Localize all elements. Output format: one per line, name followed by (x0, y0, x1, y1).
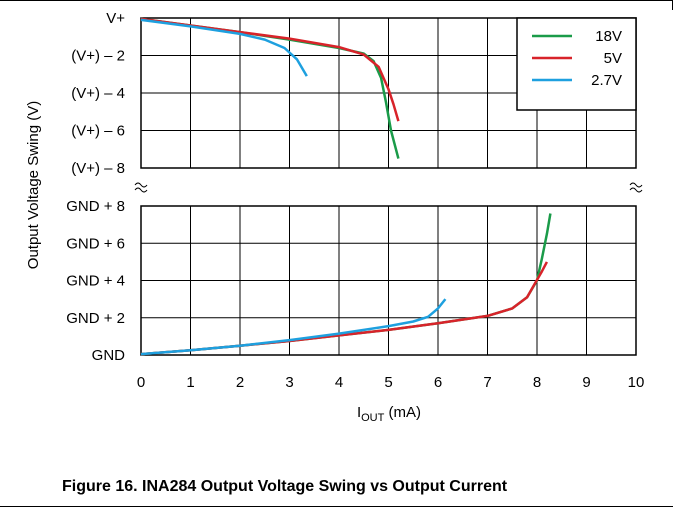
chart: V+ (V+) – 2 (V+) – 4 (V+) – 6 (V+) – 8 GND GND… (25, 10, 645, 424)
series-line-upper-2.7V (140, 18, 308, 77)
axis-break-mark (629, 182, 643, 188)
y-tick-label: V+ (106, 10, 125, 27)
x-tick-label: 6 (434, 374, 442, 391)
x-axis-label-main: I (357, 404, 361, 421)
x-tick-label: 8 (533, 374, 541, 391)
y-tick-labels: V+ (V+) – 2 (V+) – 4 (V+) – 6 (V+) – 8 GND GND… (66, 10, 125, 364)
x-tick-label: 4 (335, 374, 343, 391)
x-tick-label: 9 (582, 374, 590, 391)
y-tick-label: (V+) – 8 (71, 160, 125, 177)
y-axis-label: Output Voltage Swing (V) (25, 101, 42, 269)
top-border (0, 0, 673, 1)
x-tick-label: 0 (137, 374, 145, 391)
figure-caption: Figure 16. INA284 Output Voltage Swing v… (62, 478, 508, 495)
legend-label: 18V (595, 28, 622, 45)
legend-label: 2.7V (591, 72, 622, 89)
x-tick-label: 2 (236, 374, 244, 391)
y-tick-label: GND + 2 (66, 310, 125, 327)
y-tick-label: GND (92, 347, 126, 364)
y-tick-label: GND + 4 (66, 273, 125, 290)
legend-box (516, 17, 637, 111)
axis-break-mark (134, 187, 148, 193)
axis-break-mark (134, 182, 148, 188)
y-tick-label: (V+) – 4 (71, 85, 125, 102)
x-tick-label: 3 (285, 374, 293, 391)
x-axis-label: IOUT (mA) (357, 404, 421, 424)
x-tick-label: 1 (186, 374, 194, 391)
series-line-lower-2.7V (140, 298, 447, 356)
axis-break-mark (629, 187, 643, 193)
legend: 18V 5V 2.7V (516, 17, 637, 111)
y-tick-label: (V+) – 6 (71, 123, 125, 140)
bottom-border (0, 506, 673, 507)
y-tick-label: (V+) – 2 (71, 48, 125, 65)
x-axis-label-unit: (mA) (384, 404, 421, 421)
y-tick-label: GND + 6 (66, 235, 125, 252)
plot-frame-lower (140, 205, 637, 356)
x-tick-label: 5 (384, 374, 392, 391)
x-tick-labels: 0 1 2 3 4 5 6 7 8 9 10 (137, 374, 645, 391)
x-axis-label-sub: OUT (361, 412, 385, 424)
x-tick-label: 10 (628, 374, 645, 391)
series-lines (140, 17, 552, 356)
series-line-upper-18V (140, 17, 400, 159)
series-line-upper-5V (140, 17, 400, 122)
series-line-lower-5V (140, 261, 549, 356)
y-tick-label: GND + 8 (66, 198, 125, 215)
x-tick-label: 7 (483, 374, 491, 391)
axis-break-marks (134, 182, 643, 193)
legend-label: 5V (604, 50, 622, 67)
